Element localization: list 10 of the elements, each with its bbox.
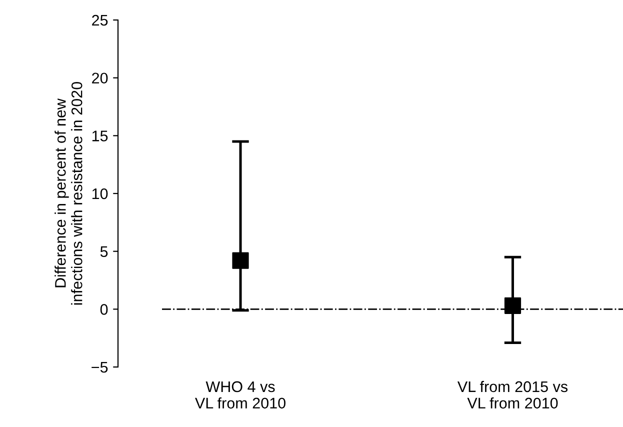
y-tick-label: 25	[92, 14, 108, 26]
x-tick-label: VL from 2015 vs VL from 2010	[457, 380, 568, 409]
x-tick-label: WHO 4 vs VL from 2010	[195, 381, 286, 409]
y-axis-title: Difference in percent of new infections with resistance in 2020	[54, 82, 82, 305]
y-tick-label: 10	[92, 188, 108, 200]
y-tick-label: 20	[92, 72, 108, 84]
y-tick-label: −5	[92, 362, 108, 373]
y-tick-label: 15	[92, 130, 108, 142]
y-tick-label: 5	[100, 246, 108, 258]
y-tick-label: 0	[100, 304, 108, 315]
